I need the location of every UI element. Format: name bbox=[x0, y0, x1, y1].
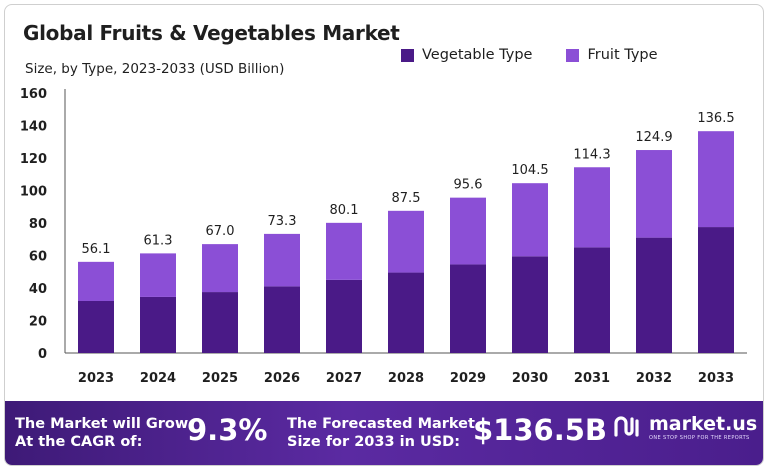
y-tick-label: 40 bbox=[29, 282, 47, 297]
bar-fruit bbox=[202, 244, 238, 293]
x-tick-label: 2029 bbox=[450, 371, 486, 386]
market-us-logo-icon bbox=[614, 416, 639, 437]
brand-text: market.us ONE STOP SHOP FOR THE REPORTS bbox=[649, 413, 757, 441]
legend-item-vegetable: Vegetable Type bbox=[401, 47, 532, 63]
forecast-value: $136.5B bbox=[473, 413, 608, 447]
summary-banner: The Market will Grow At the CAGR of: 9.3… bbox=[5, 401, 763, 465]
x-tick-label: 2028 bbox=[388, 371, 424, 386]
bar-vegetable bbox=[78, 301, 114, 353]
brand: market.us ONE STOP SHOP FOR THE REPORTS bbox=[613, 413, 757, 441]
bar-total-label: 67.0 bbox=[206, 224, 235, 239]
chart-title: Global Fruits & Vegetables Market bbox=[23, 21, 400, 45]
x-tick-label: 2026 bbox=[264, 371, 300, 386]
bar-fruit bbox=[698, 131, 734, 228]
bar-vegetable bbox=[326, 279, 362, 353]
legend-label-vegetable: Vegetable Type bbox=[422, 47, 533, 63]
bar-fruit bbox=[264, 233, 300, 287]
x-tick-label: 2027 bbox=[326, 371, 362, 386]
bar-fruit bbox=[512, 183, 548, 257]
forecast-label-line1: The Forecasted Market bbox=[287, 416, 475, 432]
legend-item-fruit: Fruit Type bbox=[566, 47, 658, 63]
bar-total-label: 61.3 bbox=[144, 233, 173, 248]
bar-total-label: 80.1 bbox=[330, 203, 359, 218]
bar-fruit bbox=[636, 150, 672, 238]
y-tick-label: 0 bbox=[38, 347, 47, 362]
y-tick-label: 60 bbox=[29, 250, 47, 265]
bar-fruit bbox=[140, 253, 176, 297]
bar-total-label: 104.5 bbox=[511, 163, 548, 178]
bar-total-label: 56.1 bbox=[82, 242, 111, 257]
bar-total-label: 114.3 bbox=[573, 147, 610, 162]
bar-vegetable bbox=[512, 256, 548, 353]
bar-fruit bbox=[574, 167, 610, 248]
y-tick-label: 160 bbox=[20, 87, 47, 102]
x-tick-label: 2031 bbox=[574, 371, 610, 386]
cagr-label-line2: At the CAGR of: bbox=[15, 434, 143, 450]
brand-tagline: ONE STOP SHOP FOR THE REPORTS bbox=[649, 435, 750, 441]
cagr-value: 9.3% bbox=[187, 413, 268, 447]
legend-swatch-vegetable bbox=[401, 48, 414, 62]
bar-fruit bbox=[388, 210, 424, 273]
y-tick-label: 80 bbox=[29, 217, 47, 232]
legend: Vegetable Type Fruit Type bbox=[401, 47, 658, 63]
x-tick-label: 2032 bbox=[636, 371, 672, 386]
cagr-label-line1: The Market will Grow bbox=[15, 416, 189, 432]
y-tick-label: 120 bbox=[20, 152, 47, 167]
bar-total-label: 95.6 bbox=[454, 178, 483, 193]
bar-vegetable bbox=[698, 227, 734, 353]
bar-fruit bbox=[326, 222, 362, 280]
x-tick-label: 2033 bbox=[698, 371, 734, 386]
bar-vegetable bbox=[140, 296, 176, 353]
y-tick-label: 140 bbox=[20, 120, 47, 135]
bar-vegetable bbox=[264, 286, 300, 353]
x-tick-label: 2025 bbox=[202, 371, 238, 386]
legend-label-fruit: Fruit Type bbox=[587, 47, 658, 63]
bar-total-label: 87.5 bbox=[392, 191, 421, 206]
bar-total-label: 136.5 bbox=[697, 111, 734, 126]
bar-vegetable bbox=[574, 247, 610, 353]
bar-fruit bbox=[78, 261, 114, 301]
legend-swatch-fruit bbox=[566, 48, 580, 62]
chart-card: Global Fruits & Vegetables Market Size, … bbox=[4, 4, 764, 466]
x-tick-label: 2030 bbox=[512, 371, 548, 386]
x-tick-label: 2024 bbox=[140, 371, 176, 386]
bar-vegetable bbox=[450, 264, 486, 353]
forecast-label-line2: Size for 2033 in USD: bbox=[287, 434, 461, 450]
bar-vegetable bbox=[202, 292, 238, 353]
chart-subtitle: Size, by Type, 2023-2033 (USD Billion) bbox=[25, 61, 285, 77]
y-tick-label: 100 bbox=[20, 185, 47, 200]
x-tick-label: 2023 bbox=[78, 371, 114, 386]
bar-total-label: 73.3 bbox=[268, 214, 297, 229]
bar-fruit bbox=[450, 197, 486, 265]
brand-name: market.us bbox=[649, 413, 758, 435]
bar-chart: 0 20 40 60 80 100 120 140 160 56.1 2023 61.3 2024 67.… bbox=[20, 87, 747, 386]
y-tick-label: 20 bbox=[29, 315, 47, 330]
bar-total-label: 124.9 bbox=[635, 130, 672, 145]
bar-vegetable bbox=[636, 237, 672, 353]
bar-vegetable bbox=[388, 272, 424, 353]
